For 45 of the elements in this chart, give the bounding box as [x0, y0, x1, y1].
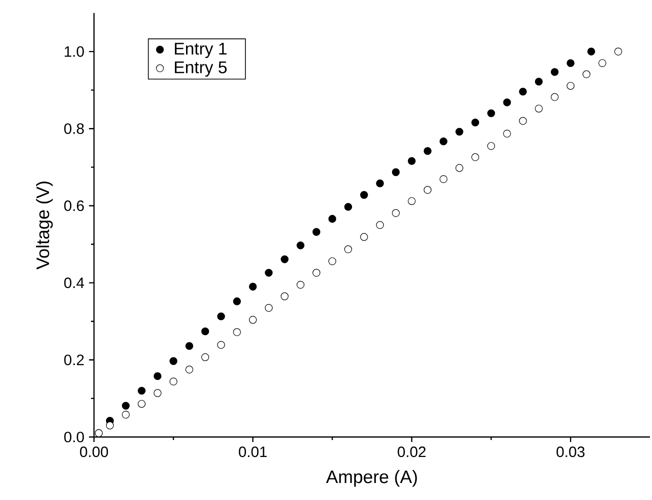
x-tick-label: 0.03 [556, 446, 585, 458]
point [138, 386, 146, 395]
point [519, 88, 527, 96]
point [534, 78, 543, 86]
point [376, 179, 384, 188]
point [408, 157, 416, 165]
point [201, 327, 210, 336]
point [264, 268, 273, 277]
point [455, 128, 464, 136]
point [344, 202, 352, 211]
point [328, 214, 336, 223]
y-tick-label: 0.6 [64, 200, 84, 212]
point [296, 242, 304, 250]
point [471, 118, 480, 126]
point [503, 98, 511, 106]
y-axis-title: Voltage (V) [36, 182, 53, 270]
y-tick-label: 0.4 [64, 278, 84, 288]
point [392, 168, 400, 176]
x-tick-label: 0.01 [238, 446, 267, 458]
y-tick-label: 0.0 [64, 432, 84, 442]
point [487, 109, 496, 118]
x-tick-label: 0.02 [398, 446, 426, 458]
point [217, 312, 225, 320]
x-tick-label: 0.00 [80, 446, 108, 458]
y-tick-label: 0.2 [64, 354, 84, 366]
point [154, 372, 162, 380]
point [440, 137, 448, 146]
point [587, 48, 596, 56]
point [106, 422, 114, 430]
legend-label: Entry 5 [174, 61, 227, 77]
point [248, 282, 257, 291]
point [122, 402, 130, 410]
point [360, 191, 368, 199]
point [280, 255, 289, 264]
legend-label: Entry 1 [174, 42, 227, 58]
point [312, 228, 320, 236]
point [233, 297, 241, 306]
point [550, 68, 559, 76]
point [170, 357, 178, 365]
y-tick-label: 1.0 [64, 46, 84, 57]
point [424, 147, 432, 155]
point [566, 59, 574, 68]
point [185, 342, 194, 350]
x-axis-title: Ampere (A) [326, 470, 417, 487]
y-tick-label: 0.8 [64, 123, 84, 134]
